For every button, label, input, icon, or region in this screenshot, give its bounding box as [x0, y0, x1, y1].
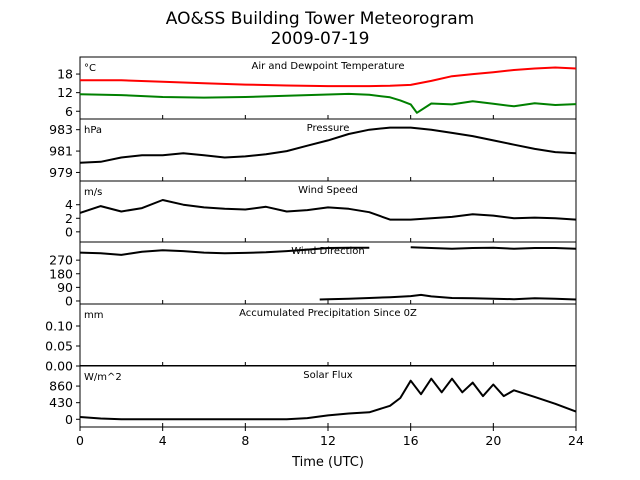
y-tick-label: 270	[49, 253, 73, 268]
panel-wind_speed: 024 m/s Wind Speed	[65, 180, 577, 243]
x-tick-label: 20	[485, 433, 501, 448]
panel-temp: 6 12 18 °C Air and Dewpoint Temperature	[57, 56, 577, 120]
panel-precip: 0.00 0.05 0.10 mm Accumulated Precipitation …	[45, 303, 577, 374]
y-tick-label: 12	[57, 85, 73, 100]
panel-title: Solar Flux	[303, 370, 353, 381]
wind_dir-series-line	[80, 246, 576, 256]
panel-unit-label: mm	[84, 310, 103, 321]
panel-title: Wind Speed	[298, 185, 358, 196]
y-tick-label: 860	[49, 379, 73, 394]
x-tick-label: 16	[403, 433, 419, 448]
panel-title: Accumulated Precipitation Since 0Z	[239, 308, 417, 319]
y-tick-label: 0	[65, 224, 73, 239]
y-tick-label: 983	[49, 122, 73, 137]
x-tick-label: 8	[241, 433, 249, 448]
x-tick-label: 0	[76, 433, 84, 448]
y-tick-label: 2	[65, 211, 73, 226]
chart-subtitle: 2009-07-19	[271, 29, 370, 49]
y-tick-label: 4	[65, 197, 73, 212]
y-tick-label: 979	[49, 165, 73, 180]
wind_speed-series-line	[80, 199, 576, 221]
y-tick-label: 0.00	[45, 359, 73, 374]
x-axis-label: Time (UTC)	[291, 455, 364, 470]
panel-title: Wind Direction	[291, 246, 365, 257]
x-axis: 0 4 8 12 16 20 24	[76, 427, 584, 448]
panel-pressure: 979 981 983 hPa Pressure	[49, 118, 577, 182]
panel-unit-label: m/s	[84, 187, 102, 198]
panel-title: Air and Dewpoint Temperature	[252, 61, 405, 72]
y-tick-label: 6	[65, 104, 73, 119]
panel-unit-label: °C	[84, 63, 96, 74]
pressure-series-line	[80, 126, 576, 164]
panel-unit-label: W/m^2	[84, 372, 122, 383]
temp-series-line	[80, 92, 576, 114]
y-tick-label: 0	[65, 412, 73, 427]
y-tick-label: 981	[49, 144, 73, 159]
y-tick-label: 90	[57, 280, 73, 295]
temp-series-line	[80, 66, 576, 88]
panel-unit-label: hPa	[84, 125, 102, 136]
panels: 6 12 18 °C Air and Dewpoint Temperature 979 98…	[45, 56, 577, 428]
y-tick-label: 180	[49, 266, 73, 281]
y-tick-label: 0.05	[45, 339, 73, 354]
y-tick-label: 18	[57, 67, 73, 82]
y-tick-label: 430	[49, 395, 73, 410]
chart-title: AO&SS Building Tower Meteorogram	[166, 9, 474, 29]
y-tick-label: 0.10	[45, 319, 73, 334]
wind_dir-series-line	[319, 293, 576, 301]
panel-title: Pressure	[307, 123, 350, 134]
x-tick-label: 24	[568, 433, 584, 448]
solar-series-line	[80, 377, 576, 421]
y-tick-label: 0	[65, 293, 73, 308]
x-tick-label: 12	[320, 433, 336, 448]
x-tick-label: 4	[159, 433, 167, 448]
